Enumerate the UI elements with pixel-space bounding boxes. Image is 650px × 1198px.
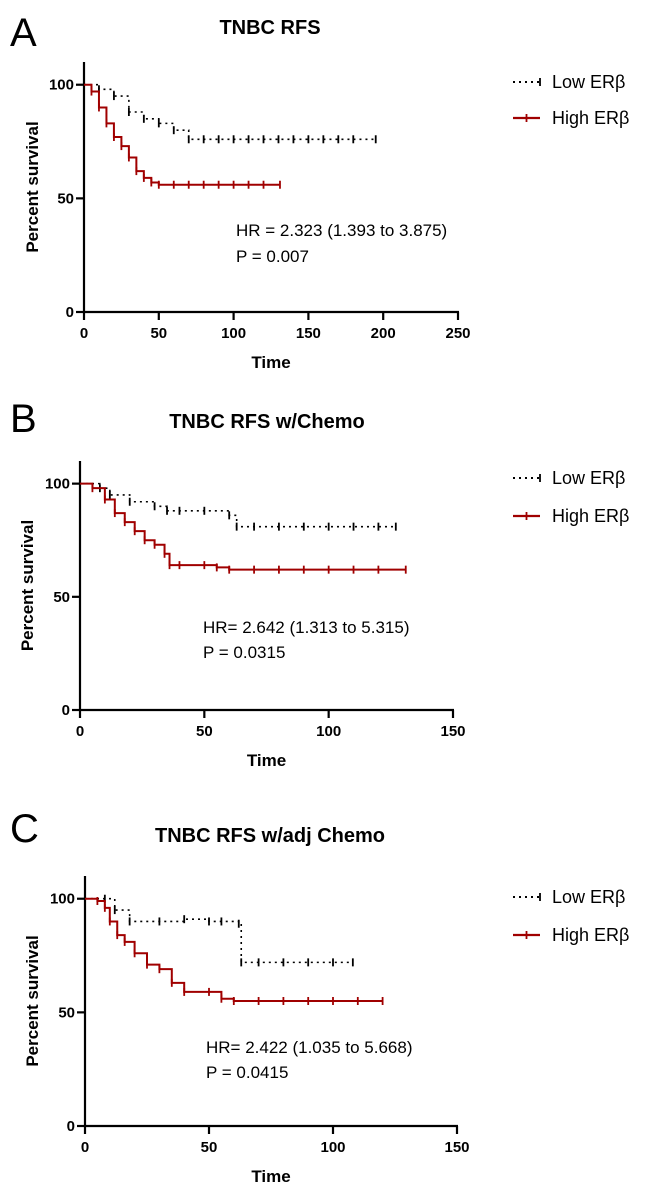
y-tick-label: 100 xyxy=(45,476,70,493)
y-tick-label: 0 xyxy=(67,1118,75,1135)
chart-title: TNBC RFS xyxy=(219,17,320,39)
x-tick-label: 50 xyxy=(150,325,167,342)
legend-low-label: Low ERβ xyxy=(552,887,625,907)
chart-title: TNBC RFS w/Chemo xyxy=(169,411,365,433)
hazard-ratio-text: HR= 2.642 (1.313 to 5.315) xyxy=(203,618,410,637)
y-tick-label: 0 xyxy=(62,702,70,719)
x-tick-label: 0 xyxy=(76,723,84,740)
hazard-ratio-text: HR = 2.323 (1.393 to 3.875) xyxy=(236,221,447,240)
p-value-text: P = 0.0315 xyxy=(203,643,285,662)
y-tick-label: 0 xyxy=(66,304,74,321)
chart-b: B TNBC RFS w/Chemo 0 50 100 0 50 100 150 Time Perc… xyxy=(10,397,629,770)
x-tick-label: 50 xyxy=(196,723,213,740)
hazard-ratio-text: HR= 2.422 (1.035 to 5.668) xyxy=(206,1038,413,1057)
low-erb-curve xyxy=(85,897,353,964)
legend-high-label: High ERβ xyxy=(552,108,629,128)
x-axis-label: Time xyxy=(247,751,286,770)
panel-b: B TNBC RFS w/Chemo 0 50 100 0 50 100 150 Time Perc… xyxy=(0,390,650,788)
x-tick-label: 100 xyxy=(221,325,246,342)
x-tick-label: 150 xyxy=(296,325,321,342)
chart-c: C TNBC RFS w/adj Chemo 0 50 100 0 50 100 150 Time… xyxy=(10,807,629,1186)
x-tick-label: 0 xyxy=(81,1139,89,1156)
panel-c: C TNBC RFS w/adj Chemo 0 50 100 0 50 100 150 Time… xyxy=(0,800,650,1198)
panel-letter: B xyxy=(10,397,37,441)
legend-low-label: Low ERβ xyxy=(552,468,625,488)
x-tick-label: 50 xyxy=(201,1139,218,1156)
x-tick-label: 250 xyxy=(445,325,470,342)
x-axis-label: Time xyxy=(251,1167,290,1186)
y-tick-label: 100 xyxy=(50,891,75,908)
panel-letter: C xyxy=(10,807,39,851)
x-tick-label: 0 xyxy=(80,325,88,342)
low-erb-curve xyxy=(80,482,396,528)
p-value-text: P = 0.0415 xyxy=(206,1063,288,1082)
low-erb-curve xyxy=(84,83,376,141)
panel-letter: A xyxy=(10,11,37,55)
x-tick-label: 200 xyxy=(371,325,396,342)
x-tick-label: 150 xyxy=(440,723,465,740)
legend-low-label: Low ERβ xyxy=(552,72,625,92)
y-axis-label: Percent survival xyxy=(23,935,42,1066)
legend-high-label: High ERβ xyxy=(552,925,629,945)
x-tick-label: 100 xyxy=(316,723,341,740)
chart-title: TNBC RFS w/adj Chemo xyxy=(155,825,385,847)
high-erb-curve xyxy=(80,482,406,571)
x-tick-label: 150 xyxy=(444,1139,469,1156)
high-erb-curve xyxy=(85,897,383,1002)
p-value-text: P = 0.007 xyxy=(236,247,309,266)
y-tick-label: 50 xyxy=(57,190,74,207)
legend-high-label: High ERβ xyxy=(552,506,629,526)
y-tick-label: 100 xyxy=(49,77,74,94)
y-axis-label: Percent survival xyxy=(23,121,42,252)
panel-a: A TNBC RFS 0 50 100 0 50 100 150 200 250 Time Percen… xyxy=(0,0,650,390)
y-axis-label: Percent survival xyxy=(18,520,37,651)
y-tick-label: 50 xyxy=(58,1004,75,1021)
y-tick-label: 50 xyxy=(53,589,70,606)
chart-a: A TNBC RFS 0 50 100 0 50 100 150 200 250 Time Percen… xyxy=(10,11,629,372)
x-axis-label: Time xyxy=(251,353,290,372)
x-tick-label: 100 xyxy=(320,1139,345,1156)
